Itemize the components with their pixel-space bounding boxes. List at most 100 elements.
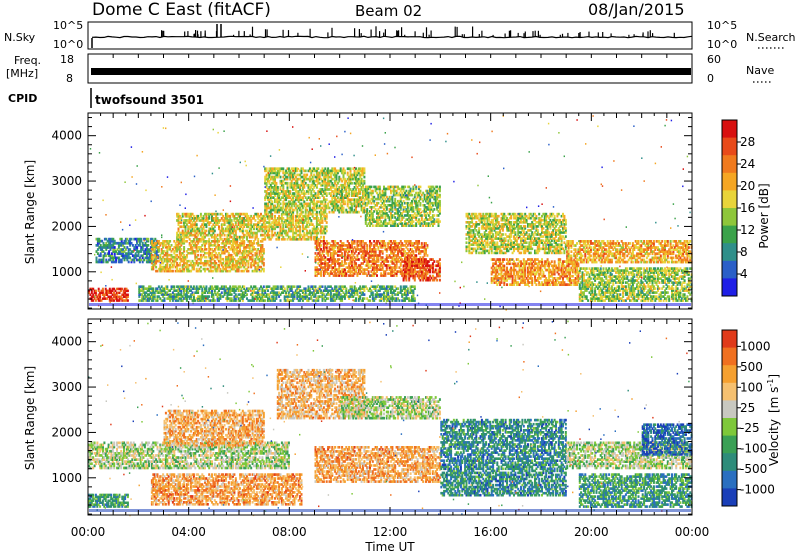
echo-cell <box>234 253 237 257</box>
echo-cell <box>429 268 432 272</box>
echo-cell <box>244 261 247 265</box>
echo-cell <box>370 214 373 217</box>
echo-cell <box>258 251 261 255</box>
echo-cell <box>391 199 394 203</box>
cpid-strip: CPID twofsound 3501 <box>8 88 204 108</box>
echo-cell <box>341 210 344 214</box>
echo-cell <box>173 257 176 261</box>
echo-cell <box>310 221 313 224</box>
echo-cell <box>429 191 432 195</box>
echo-cell <box>420 262 423 265</box>
echo-cell <box>265 208 268 212</box>
echo-cell <box>320 183 323 187</box>
echo-cell <box>120 260 123 264</box>
echo-cell <box>364 185 367 189</box>
echo-cell <box>194 251 197 255</box>
echo-cell <box>438 258 441 261</box>
echo-cell <box>369 191 371 195</box>
echo-cell <box>237 223 240 226</box>
echo-cell <box>363 210 366 214</box>
echo-cell <box>113 248 116 251</box>
echo-cell <box>264 227 267 231</box>
echo-cell <box>117 244 120 247</box>
echo-cell <box>119 252 122 255</box>
echo-cell <box>313 200 316 204</box>
echo-cell <box>399 189 402 193</box>
echo-cell <box>276 208 279 212</box>
echo-cell <box>336 242 339 245</box>
echo-cell <box>222 265 225 269</box>
echo-cell <box>107 289 110 293</box>
echo-cell <box>247 225 250 229</box>
echo-cell <box>364 258 367 261</box>
echo-cell <box>264 231 267 235</box>
echo-cell <box>388 220 391 223</box>
echo-cell <box>194 225 197 229</box>
echo-cell <box>423 195 426 199</box>
echo-cell <box>469 214 472 218</box>
echo-cell <box>336 262 339 265</box>
echo-cell <box>178 242 181 245</box>
echo-cell <box>329 169 332 173</box>
echo-cell <box>317 173 320 177</box>
echo-cell <box>395 201 398 205</box>
echo-cell <box>229 242 232 245</box>
echo-cell <box>310 212 313 216</box>
echo-cell <box>320 227 323 231</box>
echo-cell <box>102 256 105 260</box>
echo-cell <box>300 183 303 187</box>
echo-cell <box>290 229 293 233</box>
echo-cell <box>406 195 409 199</box>
echo-cell <box>398 270 401 273</box>
echo-cell <box>195 227 198 231</box>
echo-cell <box>341 272 344 275</box>
echo-cell <box>423 250 426 253</box>
echo-cell <box>157 248 160 251</box>
echo-cell <box>367 187 370 191</box>
echo-cell <box>395 218 398 221</box>
echo-cell <box>320 225 323 229</box>
echo-cell <box>297 192 300 195</box>
echo-cell <box>230 235 233 239</box>
echo-cell <box>290 214 293 218</box>
echo-cell <box>430 222 433 225</box>
echo-cell <box>335 274 338 277</box>
echo-cell <box>438 199 441 203</box>
freq-band <box>91 68 691 75</box>
nave-label: Nave <box>746 64 774 77</box>
echo-cell <box>349 262 352 265</box>
echo-cell <box>205 223 208 226</box>
echo-cell <box>390 206 392 209</box>
echo-cell <box>197 250 200 253</box>
echo-cell <box>327 202 330 206</box>
echo-cell <box>155 244 158 247</box>
echo-cell <box>216 257 219 261</box>
echo-cell <box>296 210 299 214</box>
echo-cell <box>198 257 201 261</box>
echo-cell <box>338 272 341 275</box>
beam-label: Beam 02 <box>355 2 422 20</box>
echo-cell <box>283 173 286 177</box>
echo-cell <box>329 202 332 206</box>
echo-cell <box>211 248 213 251</box>
echo-cell <box>247 217 250 220</box>
echo-cell <box>106 244 109 247</box>
echo-cell <box>352 202 355 206</box>
echo-cell <box>437 268 440 272</box>
echo-cell <box>219 246 222 249</box>
echo-cell <box>272 175 275 179</box>
echo-cell <box>388 240 391 243</box>
echo-cell <box>234 237 237 241</box>
echo-cell <box>381 250 384 253</box>
echo-cell <box>147 244 150 247</box>
echo-cell <box>416 242 419 245</box>
echo-cell <box>97 287 100 291</box>
echo-cell <box>275 186 278 189</box>
echo-cell <box>426 212 429 215</box>
echo-cell <box>381 224 384 227</box>
echo-cell <box>383 199 385 203</box>
echo-cell <box>129 239 132 243</box>
echo-cell <box>192 219 195 222</box>
echo-cell <box>234 248 237 251</box>
echo-cell <box>427 264 430 268</box>
